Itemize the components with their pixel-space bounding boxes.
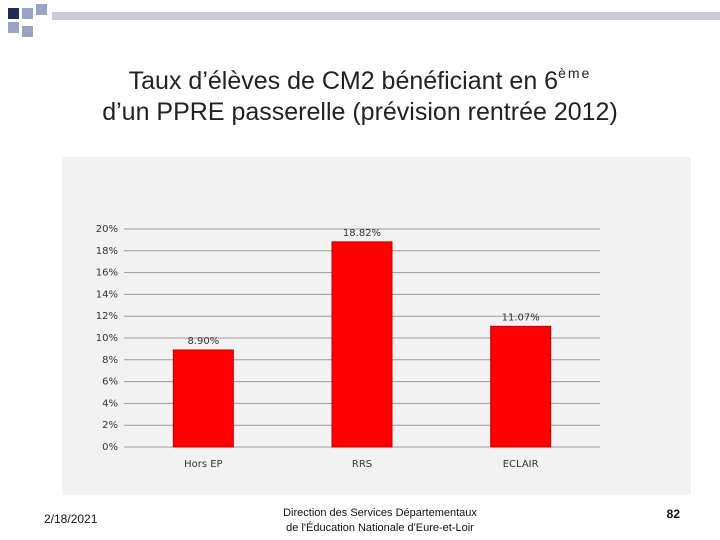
- bar-chart: 0% 2% 4% 6% 8% 10% 12% 14% 16% 18% 20% 8.90% Hors EP…: [96, 224, 600, 470]
- x-tick-label: RRS: [352, 459, 372, 470]
- corner-decoration: [8, 4, 720, 37]
- y-tick-label: 6%: [102, 377, 118, 388]
- footer-organization: Direction des Services Départementaux de…: [230, 506, 530, 536]
- data-label: 8.90%: [187, 336, 219, 347]
- y-tick-label: 4%: [102, 398, 118, 409]
- bar: [172, 349, 234, 448]
- y-tick-label: 0%: [102, 442, 118, 453]
- y-tick-label: 18%: [96, 246, 118, 257]
- footer-line2: de l'Éducation Nationale d'Eure-et-Loir: [286, 522, 474, 534]
- footer-date: 2/18/2021: [44, 512, 98, 526]
- title-line2: d’un PPRE passerelle (prévision rentrée …: [102, 98, 618, 126]
- bar: [331, 241, 393, 448]
- y-tick-label: 16%: [96, 268, 118, 279]
- y-tick-label: 20%: [96, 224, 118, 235]
- bar: [490, 325, 552, 448]
- x-tick-label: Hors EP: [184, 459, 223, 470]
- y-tick-label: 2%: [102, 420, 118, 431]
- slide-title: Taux d’élèves de CM2 bénéficiant en 6ème…: [0, 58, 720, 128]
- footer-line1: Direction des Services Départementaux: [283, 507, 477, 519]
- chart-panel: 0% 2% 4% 6% 8% 10% 12% 14% 16% 18% 20% 8.90% Hors EP…: [62, 157, 691, 495]
- title-line1: Taux d’élèves de CM2 bénéficiant en 6ème: [128, 65, 592, 95]
- y-tick-label: 12%: [96, 311, 118, 322]
- y-tick-label: 8%: [102, 355, 118, 366]
- page-number: 82: [666, 507, 680, 521]
- y-tick-label: 10%: [96, 333, 118, 344]
- title-superscript: ème: [558, 65, 592, 81]
- data-label: 11.07%: [502, 312, 540, 323]
- data-label: 18.82%: [343, 228, 381, 239]
- x-tick-label: ECLAIR: [503, 459, 539, 470]
- y-tick-label: 14%: [96, 289, 118, 300]
